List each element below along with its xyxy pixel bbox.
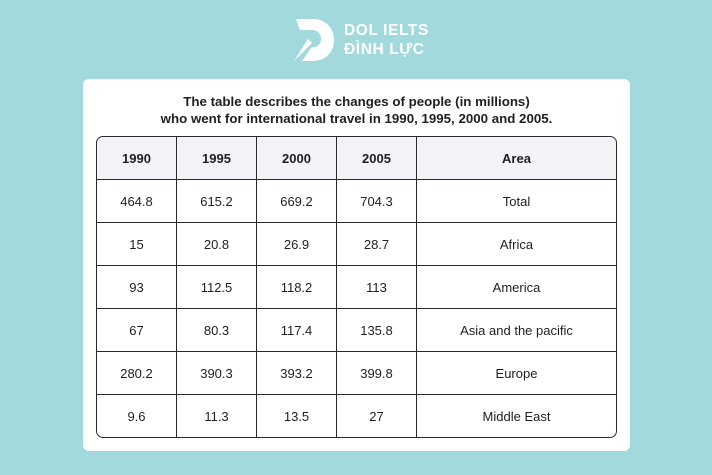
table-title: The table describes the changes of peopl…	[83, 93, 630, 127]
col-header-1995: 1995	[177, 137, 257, 180]
table-cell: 28.7	[337, 223, 417, 266]
table-cell: 704.3	[337, 180, 417, 223]
table-cell: 93	[97, 266, 177, 309]
table-cell: 13.5	[257, 395, 337, 437]
title-line-1: The table describes the changes of peopl…	[183, 94, 530, 109]
brand-line-2: ĐÌNH LỰC	[344, 41, 425, 58]
col-header-area: Area	[417, 137, 616, 180]
table-cell: 393.2	[257, 352, 337, 395]
table-cell: 9.6	[97, 395, 177, 437]
area-cell: Africa	[417, 223, 616, 266]
title-line-2: who went for international travel in 199…	[160, 111, 553, 126]
table-cell: 113	[337, 266, 417, 309]
table-row: 15 20.8 26.9 28.7 Africa	[97, 223, 616, 266]
col-header-2005: 2005	[337, 137, 417, 180]
table-cell: 80.3	[177, 309, 257, 352]
table-cell: 390.3	[177, 352, 257, 395]
table-row: 67 80.3 117.4 135.8 Asia and the pacific	[97, 309, 616, 352]
table-cell: 669.2	[257, 180, 337, 223]
table-cell: 280.2	[97, 352, 177, 395]
travel-table: 1990 1995 2000 2005 Area 464.8 615.2 669…	[96, 136, 617, 438]
table-cell: 26.9	[257, 223, 337, 266]
area-cell: Middle East	[482, 408, 551, 424]
table-cell: 117.4	[257, 309, 337, 352]
table-cell: 27	[337, 395, 417, 437]
col-header-1990: 1990	[97, 137, 177, 180]
table-header-row: 1990 1995 2000 2005 Area	[97, 137, 616, 180]
dol-logo-icon	[294, 19, 334, 61]
table-row: 464.8 615.2 669.2 704.3 Total	[97, 180, 616, 223]
brand-name: DOL IELTS ĐÌNH LỰC	[344, 21, 429, 59]
area-cell: Asia and the pacific	[417, 309, 616, 352]
table-cell: 20.8	[177, 223, 257, 266]
col-header-2000: 2000	[257, 137, 337, 180]
table-row: 93 112.5 118.2 113 America	[97, 266, 616, 309]
table-cell: 15	[97, 223, 177, 266]
table-cell: 135.8	[337, 309, 417, 352]
table-row: 280.2 390.3 393.2 399.8 Europe	[97, 352, 616, 395]
brand-line-1: DOL IELTS	[344, 22, 429, 39]
table-cell: 118.2	[257, 266, 337, 309]
table-cell: 67	[97, 309, 177, 352]
area-cell: Total	[417, 180, 616, 223]
table-cell: 615.2	[177, 180, 257, 223]
brand-logo: DOL IELTS ĐÌNH LỰC	[292, 17, 429, 63]
table-cell: 112.5	[177, 266, 257, 309]
content-card: The table describes the changes of peopl…	[83, 79, 630, 451]
table-cell: 399.8	[337, 352, 417, 395]
table-cell: 11.3	[177, 395, 257, 437]
table-row: 9.6 11.3 13.5 27 Middle East	[97, 395, 616, 437]
area-cell: America	[417, 266, 616, 309]
area-cell: Europe	[417, 352, 616, 395]
table-cell: 464.8	[97, 180, 177, 223]
